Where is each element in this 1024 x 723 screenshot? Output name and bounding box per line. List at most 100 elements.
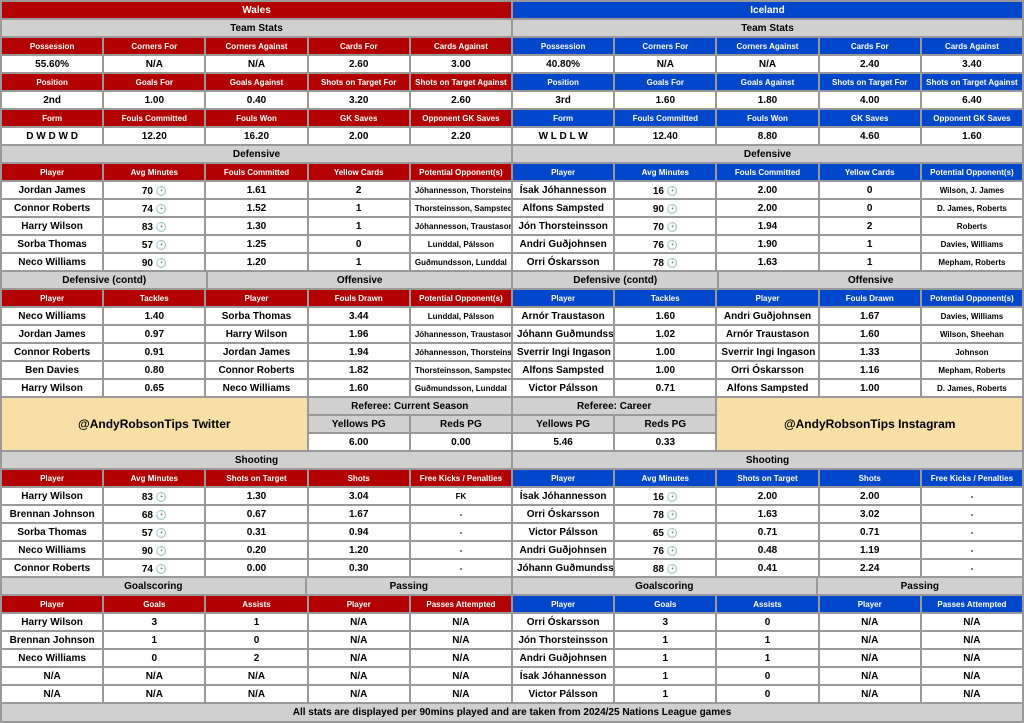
data-cell: 0 [716, 667, 818, 685]
stat-val: 1.60 [614, 91, 716, 109]
data-cell: 1.94 [716, 217, 818, 235]
data-cell: Orri Óskarsson [716, 361, 818, 379]
data-cell: Davies, Williams [921, 307, 1023, 325]
data-cell: Jón Thorsteinsson [512, 217, 614, 235]
stat-val: 8.80 [716, 127, 818, 145]
stat-hdr: Opponent GK Saves [410, 109, 512, 127]
stat-hdr: Cards For [308, 37, 410, 55]
col-hdr: Potential Opponent(s) [921, 289, 1023, 307]
data-cell: Harry Wilson [1, 379, 103, 397]
footer-note: All stats are displayed per 90mins playe… [1, 703, 1023, 722]
data-cell: Sverrir Ingi Ingason [716, 343, 818, 361]
data-cell: N/A [205, 667, 307, 685]
data-cell: 2 [205, 649, 307, 667]
col-hdr: Assists [205, 595, 307, 613]
data-cell: 1.02 [614, 325, 716, 343]
data-cell: N/A [410, 631, 512, 649]
data-cell: 1.30 [205, 217, 307, 235]
stat-hdr: Fouls Won [205, 109, 307, 127]
data-cell: 3.44 [308, 307, 410, 325]
data-cell: Jóhann Guðmundsson [512, 559, 614, 577]
stat-hdr: Opponent GK Saves [921, 109, 1023, 127]
data-cell: Brennan Johnson [1, 505, 103, 523]
col-hdr: Free Kicks / Penalties [410, 469, 512, 487]
data-cell: 1.60 [614, 307, 716, 325]
col-hdr: Player [512, 469, 614, 487]
ref-cur-hdr: Referee: Current Season [308, 397, 512, 415]
data-cell: 74 [103, 199, 205, 217]
stat-val: 2.60 [308, 55, 410, 73]
data-cell: Alfons Sampsted [512, 199, 614, 217]
promo-twitter[interactable]: @AndyRobsonTips Twitter [1, 397, 308, 451]
data-cell: Harry Wilson [1, 487, 103, 505]
data-cell: 1.94 [308, 343, 410, 361]
data-cell: Andri Guðjohnsen [512, 541, 614, 559]
data-cell: D. James, Roberts [921, 199, 1023, 217]
data-cell: Johnson [921, 343, 1023, 361]
stat-hdr: Form [512, 109, 614, 127]
data-cell: 1.82 [308, 361, 410, 379]
data-cell: 83 [103, 487, 205, 505]
col-hdr: Player [1, 289, 103, 307]
stat-hdr: Possession [512, 37, 614, 55]
stat-val: 2nd [1, 91, 103, 109]
data-cell: Mepham, Roberts [921, 253, 1023, 271]
data-cell: 90 [103, 541, 205, 559]
data-cell: 1.00 [819, 379, 921, 397]
stat-val: N/A [103, 55, 205, 73]
team-a-name: Wales [1, 1, 512, 19]
data-cell: Andri Guðjohnsen [512, 235, 614, 253]
data-cell: - [410, 541, 512, 559]
data-cell: 1 [308, 217, 410, 235]
ref-col: Reds PG [614, 415, 716, 433]
col-hdr: Shots on Target [205, 469, 307, 487]
data-cell: Mepham, Roberts [921, 361, 1023, 379]
stat-hdr: Possession [1, 37, 103, 55]
team-names-row: Wales Iceland [1, 1, 1023, 19]
data-cell: 68 [103, 505, 205, 523]
data-cell: N/A [103, 667, 205, 685]
data-cell: 1 [308, 253, 410, 271]
col-hdr: Goals [103, 595, 205, 613]
data-cell: - [921, 541, 1023, 559]
data-cell: N/A [819, 649, 921, 667]
data-cell: - [921, 559, 1023, 577]
data-cell: D. James, Roberts [921, 379, 1023, 397]
shoot-hdr-b: Shooting [512, 451, 1023, 469]
stat-val: 6.40 [921, 91, 1023, 109]
data-cell: 90 [103, 253, 205, 271]
data-cell: N/A [1, 667, 103, 685]
data-cell: 0.30 [308, 559, 410, 577]
stat-hdr: Form [1, 109, 103, 127]
data-cell: 1.63 [716, 253, 818, 271]
col-hdr: Player [1, 163, 103, 181]
col-hdr: Passes Attempted [410, 595, 512, 613]
data-cell: 2 [308, 181, 410, 199]
data-cell: Victor Pálsson [512, 685, 614, 703]
data-cell: 0.65 [103, 379, 205, 397]
data-cell: Sverrir Ingi Ingason [512, 343, 614, 361]
data-cell: 0 [103, 649, 205, 667]
data-cell: 1 [614, 667, 716, 685]
ref-val: 0.00 [410, 433, 512, 451]
col-hdr: Player [1, 595, 103, 613]
stats-container: Wales Iceland Team Stats Team Stats Poss… [0, 0, 1024, 723]
data-cell: Victor Pálsson [512, 379, 614, 397]
data-cell: Guðmundsson, Lunddal [410, 379, 512, 397]
data-cell: 0.20 [205, 541, 307, 559]
data-cell: N/A [103, 685, 205, 703]
data-cell: Connor Roberts [1, 559, 103, 577]
promo-instagram[interactable]: @AndyRobsonTips Instagram [716, 397, 1023, 451]
data-cell: Ben Davies [1, 361, 103, 379]
ref-val: 0.33 [614, 433, 716, 451]
data-cell: Neco Williams [1, 253, 103, 271]
data-cell: Andri Guðjohnsen [716, 307, 818, 325]
data-cell: Orri Óskarsson [512, 253, 614, 271]
data-cell: 70 [103, 181, 205, 199]
col-hdr: Shots on Target [716, 469, 818, 487]
data-cell: 2.00 [716, 181, 818, 199]
data-cell: 1.40 [103, 307, 205, 325]
col-hdr: Assists [716, 595, 818, 613]
def-hdr-b: Defensive [512, 145, 1023, 163]
data-cell: Ísak Jóhannesson [512, 487, 614, 505]
